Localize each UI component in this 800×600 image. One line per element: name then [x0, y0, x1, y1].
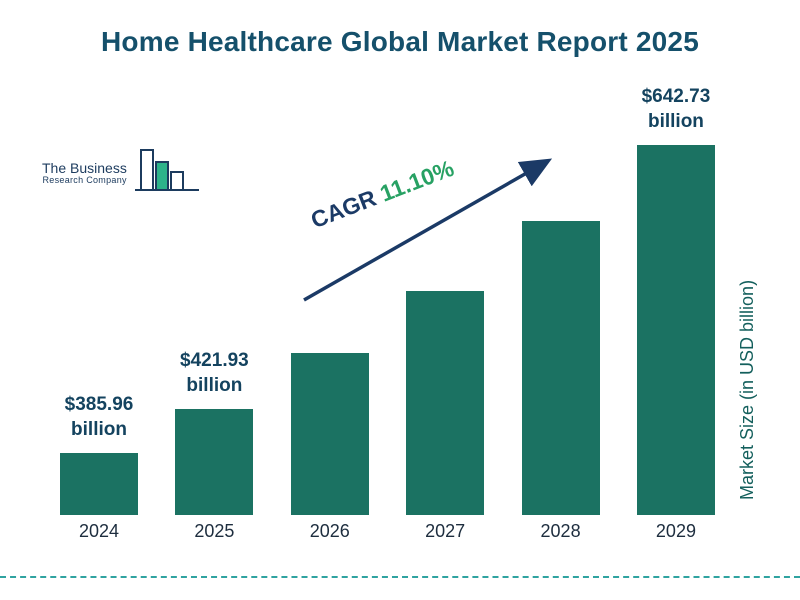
company-logo: The Business Research Company — [42, 148, 227, 200]
company-logo-text: The Business Research Company — [42, 159, 127, 200]
bar — [290, 353, 369, 515]
x-tick-2025: 2025 — [194, 521, 235, 541]
bar — [636, 145, 715, 515]
bar — [60, 453, 138, 515]
x-axis-labels: 2024 2025 2026 2027 2028 2029 — [60, 521, 715, 542]
bar — [175, 409, 254, 515]
bottom-dashed-divider — [0, 576, 800, 578]
bar-column-2027 — [406, 291, 485, 515]
x-tick-2029: 2029 — [655, 521, 696, 541]
logo-line1: The Business — [42, 159, 127, 176]
x-tick-2026: 2026 — [309, 521, 350, 541]
bar-value-label: $421.93 billion — [180, 349, 249, 397]
bar-chart: $385.96 billion $421.93 billion $642.73 bil… — [60, 86, 715, 515]
bar-column-2029: $642.73 billion — [636, 84, 715, 515]
y-axis-title: Market Size (in USD billion) — [737, 279, 757, 501]
x-tick-2027: 2027 — [425, 521, 466, 541]
x-tick-2024: 2024 — [78, 521, 120, 541]
x-tick-2028: 2028 — [540, 521, 581, 541]
page-title: Home Healthcare Global Market Report 202… — [101, 26, 699, 57]
bar-column-2024: $385.96 billion — [60, 392, 138, 515]
bar-chart-logo-icon — [134, 149, 199, 191]
bar — [406, 291, 485, 515]
bar-value-label: $642.73 billion — [641, 85, 711, 133]
bar — [521, 221, 600, 515]
bar-column-2026 — [290, 353, 369, 515]
bar-value-label: $385.96 billion — [64, 393, 134, 441]
cagr-trend-arrow — [303, 158, 553, 302]
bar-column-2028 — [521, 221, 600, 515]
logo-line2: Research Company — [42, 175, 127, 186]
bar-column-2025: $421.93 billion — [175, 348, 254, 515]
